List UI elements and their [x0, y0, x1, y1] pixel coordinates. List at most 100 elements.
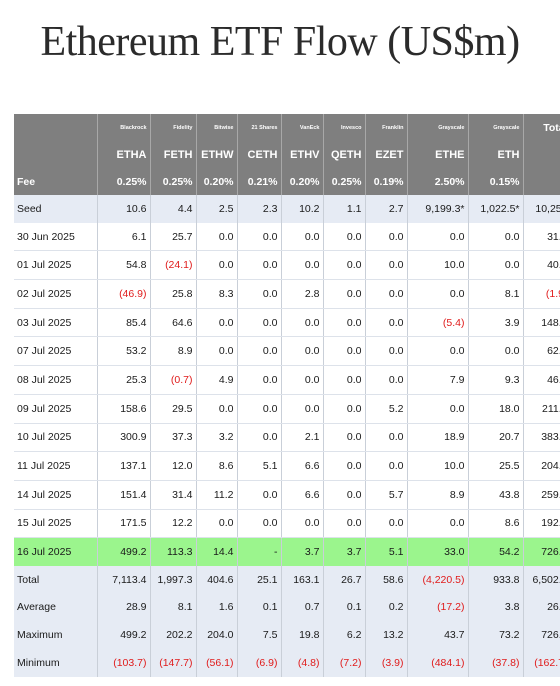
row-label: 14 Jul 2025 — [14, 480, 98, 510]
row-label: 01 Jul 2025 — [14, 250, 98, 281]
flow-cell: 43.7 — [407, 621, 469, 649]
flow-cell: 11.2 — [196, 480, 238, 510]
table-row: 15 Jul 2025 171.5 12.2 0.0 0.0 0.0 0.0 0.0 0.0 8.… — [14, 509, 560, 539]
flow-cell: 204.0 — [196, 621, 238, 649]
flow-cell: 933.8 — [468, 565, 524, 594]
table-row: 14 Jul 2025 151.4 31.4 11.2 0.0 6.6 0.0 5.7 8.9 4… — [14, 480, 560, 510]
flow-cell: 25.5 — [468, 451, 524, 481]
flow-cell: 0.0 — [196, 336, 238, 367]
fee-total-blank — [523, 168, 560, 195]
summary-row: Maximum 499.2 202.2 204.0 7.5 19.8 6.2 13.2 43.7… — [14, 621, 560, 649]
issuer-name: Blackrock — [97, 114, 151, 141]
fee-value: 0.20% — [196, 168, 238, 195]
row-label: 10 Jul 2025 — [14, 423, 98, 453]
flow-cell: 0.0 — [237, 423, 282, 453]
row-total-cell: 46.7 — [523, 365, 560, 395]
flow-cell: - — [237, 537, 282, 566]
flow-cell: 0.0 — [407, 222, 469, 252]
flow-cell: 0.0 — [196, 250, 238, 281]
flow-cell: 6.6 — [281, 480, 324, 510]
flow-cell: 2.3 — [237, 195, 282, 223]
flow-cell: (4,220.5) — [407, 565, 469, 594]
flow-cell: (5.4) — [407, 308, 469, 338]
row-total-cell: 148.5 — [523, 308, 560, 338]
summary-row: Minimum (103.7) (147.7) (56.1) (6.9) (4.8) (7.… — [14, 649, 560, 677]
issuer-name: VanEck — [281, 114, 324, 141]
flow-cell: 8.9 — [150, 336, 197, 367]
row-label: 11 Jul 2025 — [14, 451, 98, 481]
flow-cell: 7.9 — [407, 365, 469, 395]
flow-cell: 0.0 — [237, 365, 282, 395]
flow-cell: 4.9 — [196, 365, 238, 395]
flow-cell: 58.6 — [365, 565, 408, 594]
flow-cell: 18.0 — [468, 394, 524, 424]
flow-cell: 0.0 — [323, 423, 366, 453]
flow-cell: (7.2) — [323, 649, 366, 677]
fee-value: 0.21% — [237, 168, 282, 195]
flow-cell: 1.1 — [323, 195, 366, 223]
flow-cell: 5.1 — [237, 451, 282, 481]
table-row: 01 Jul 2025 54.8 (24.1) 0.0 0.0 0.0 0.0 0.0 10.0… — [14, 250, 560, 281]
ticker-symbol: EZET — [365, 141, 408, 168]
fee-value: 0.25% — [97, 168, 151, 195]
row-total-cell: 259.0 — [523, 480, 560, 510]
flow-cell: 0.1 — [237, 593, 282, 622]
ticker-symbol: CETH — [237, 141, 282, 168]
fee-value: 2.50% — [407, 168, 469, 195]
flow-cell: 499.2 — [97, 621, 151, 649]
flow-cell: 0.0 — [323, 336, 366, 367]
flow-cell: 33.0 — [407, 537, 469, 566]
flow-cell: (46.9) — [97, 279, 151, 309]
ticker-header-row: ETHA FETH ETHW CETH ETHV QETH EZET ETHE ETH — [14, 141, 560, 168]
flow-cell: 0.0 — [196, 509, 238, 539]
flow-cell: 8.1 — [468, 279, 524, 309]
flow-cell: 0.0 — [237, 279, 282, 309]
flow-cell: 3.2 — [196, 423, 238, 453]
flow-cell: 13.2 — [365, 621, 408, 649]
flow-cell: 0.0 — [323, 308, 366, 338]
row-total-cell: 31.8 — [523, 222, 560, 252]
flow-cell: 5.7 — [365, 480, 408, 510]
flow-cell: 28.9 — [97, 593, 151, 622]
flow-cell: (24.1) — [150, 250, 197, 281]
fee-value: 0.25% — [323, 168, 366, 195]
flow-cell: 0.0 — [237, 308, 282, 338]
flow-cell: 8.9 — [407, 480, 469, 510]
flow-cell: 85.4 — [97, 308, 151, 338]
flow-cell: 43.8 — [468, 480, 524, 510]
flow-cell: 9,199.3* — [407, 195, 469, 223]
flow-cell: (56.1) — [196, 649, 238, 677]
row-total-cell: 10,255 — [523, 195, 560, 223]
page-title: Ethereum ETF Flow (US$m) — [40, 19, 520, 65]
flow-cell: 202.2 — [150, 621, 197, 649]
table-row: 11 Jul 2025 137.1 12.0 8.6 5.1 6.6 0.0 0.0 10.0 2… — [14, 451, 560, 481]
issuer-name: 21 Shares — [237, 114, 282, 141]
flow-cell: 171.5 — [97, 509, 151, 539]
flow-cell: 0.0 — [237, 480, 282, 510]
flow-cell: 0.0 — [323, 279, 366, 309]
flow-cell: 0.0 — [407, 336, 469, 367]
fee-value: 0.15% — [468, 168, 524, 195]
fee-value: 0.20% — [281, 168, 324, 195]
flow-cell: 0.0 — [468, 336, 524, 367]
flow-cell: 0.0 — [365, 509, 408, 539]
row-total-cell: 383.1 — [523, 423, 560, 453]
flow-cell: 0.0 — [323, 480, 366, 510]
row-label: 03 Jul 2025 — [14, 308, 98, 338]
flow-cell: 18.9 — [407, 423, 469, 453]
flow-cell: 0.0 — [365, 336, 408, 367]
flow-cell: 0.0 — [365, 222, 408, 252]
flow-cell: 300.9 — [97, 423, 151, 453]
flow-cell: 3.7 — [281, 537, 324, 566]
flow-cell: (0.7) — [150, 365, 197, 395]
flow-cell: 0.0 — [237, 394, 282, 424]
flow-cell: 0.0 — [281, 308, 324, 338]
flow-cell: (147.7) — [150, 649, 197, 677]
issuer-name: Grayscale — [407, 114, 469, 141]
flow-cell: 7,113.4 — [97, 565, 151, 594]
flow-cell: 3.8 — [468, 593, 524, 622]
row-label: Seed — [14, 195, 98, 223]
summary-row: Total 7,113.4 1,997.3 404.6 25.1 163.1 26.7 58.… — [14, 565, 560, 594]
flow-cell: 4.4 — [150, 195, 197, 223]
flow-cell: 0.0 — [407, 279, 469, 309]
